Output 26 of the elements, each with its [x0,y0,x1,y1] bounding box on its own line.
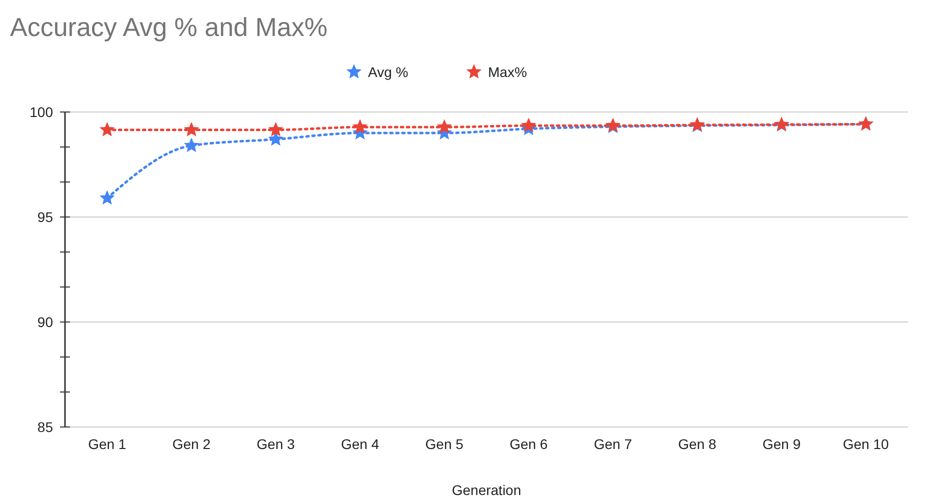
x-tick-label: Gen 7 [594,436,632,452]
chart-title: Accuracy Avg % and Max% [10,12,328,42]
point [352,119,368,134]
x-tick-label: Gen 4 [340,436,380,452]
point [100,190,115,205]
point [184,138,200,152]
x-tick-label: Gen 8 [678,436,717,452]
y-tick-label: 85 [37,418,54,435]
point [184,122,200,136]
y-tick-label: 90 [37,314,54,330]
x-tick-label: Gen 10 [842,436,890,452]
point [436,119,452,134]
x-tick-label: Gen 6 [510,436,548,452]
legend-label: Max% [488,64,527,80]
point [268,122,284,136]
y-tick-label: 95 [37,208,54,225]
x-tick-label: Gen 5 [425,436,464,452]
point [521,118,536,132]
legend-label: Avg % [368,64,408,80]
x-tick-label: Gen 1 [88,436,126,452]
x-tick-label: Gen 2 [172,436,211,452]
y-tick-label: 100 [30,104,54,120]
x-tick-label: Gen 9 [762,436,801,452]
x-axis-title: Generation [452,482,522,498]
point [100,122,115,136]
x-tick-label: Gen 3 [256,436,296,452]
